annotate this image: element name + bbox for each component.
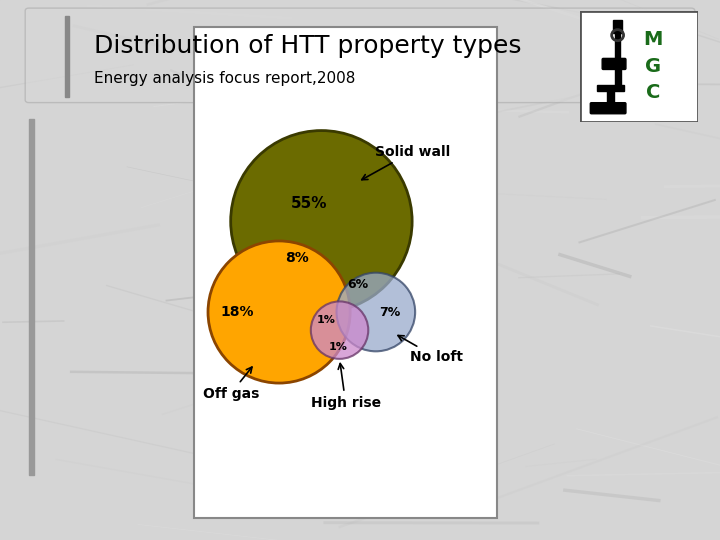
Text: C: C	[646, 83, 660, 102]
Circle shape	[208, 241, 350, 383]
Bar	[598, 85, 624, 91]
Bar	[65, 16, 69, 97]
Text: Distribution of HTT property types: Distribution of HTT property types	[94, 34, 521, 58]
Text: M: M	[644, 30, 663, 49]
Text: No loft: No loft	[398, 335, 463, 364]
Bar	[194, 27, 497, 518]
Text: 1%: 1%	[328, 342, 348, 352]
Bar	[615, 66, 621, 88]
Text: Off gas: Off gas	[202, 367, 259, 401]
Text: G: G	[645, 57, 661, 76]
Ellipse shape	[230, 131, 412, 312]
Bar	[613, 19, 622, 33]
Text: Solid wall: Solid wall	[361, 145, 450, 180]
Text: 6%: 6%	[347, 278, 368, 291]
Circle shape	[311, 301, 369, 359]
Text: 7%: 7%	[379, 306, 400, 319]
FancyBboxPatch shape	[590, 103, 626, 114]
Text: 18%: 18%	[220, 305, 253, 319]
Bar	[615, 31, 620, 60]
Text: 55%: 55%	[291, 195, 328, 211]
Text: 1%: 1%	[317, 315, 336, 325]
FancyBboxPatch shape	[25, 8, 695, 103]
Text: 8%: 8%	[285, 251, 309, 265]
Text: Energy analysis focus report,2008: Energy analysis focus report,2008	[94, 71, 355, 86]
Bar	[607, 88, 614, 106]
Bar	[29, 119, 34, 475]
FancyBboxPatch shape	[602, 58, 626, 70]
Text: High rise: High rise	[310, 363, 381, 410]
Circle shape	[336, 273, 415, 352]
